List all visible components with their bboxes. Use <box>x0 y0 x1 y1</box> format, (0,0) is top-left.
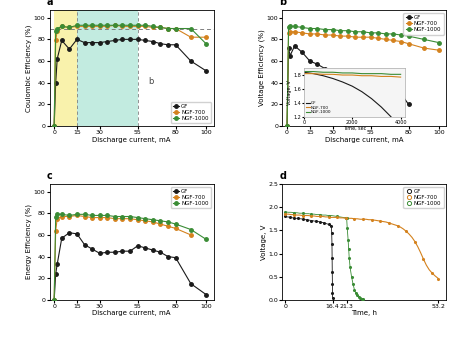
Point <box>299 213 306 218</box>
Point <box>299 211 306 216</box>
Point <box>329 269 336 275</box>
Point <box>329 290 336 296</box>
Point <box>345 255 353 261</box>
Point <box>352 290 359 296</box>
Point <box>355 294 362 299</box>
Y-axis label: Coulombic Efficiency (%): Coulombic Efficiency (%) <box>26 24 32 112</box>
Point <box>345 246 352 252</box>
Point <box>351 287 358 293</box>
Point <box>428 270 436 276</box>
X-axis label: Discharge current, mA: Discharge current, mA <box>92 310 171 316</box>
Text: d: d <box>279 171 286 181</box>
Point <box>354 293 361 298</box>
Point <box>329 281 336 286</box>
Point <box>348 274 355 279</box>
Point <box>290 212 298 217</box>
Point <box>385 220 392 226</box>
Point <box>308 211 315 217</box>
Point <box>420 256 427 262</box>
Point <box>350 281 357 286</box>
Y-axis label: Voltage Efficiency (%): Voltage Efficiency (%) <box>259 30 265 106</box>
Point <box>435 276 442 282</box>
Bar <box>54 10 77 126</box>
Y-axis label: Energy Efficiency (%): Energy Efficiency (%) <box>26 205 32 279</box>
Point <box>295 216 302 221</box>
Bar <box>77 10 138 126</box>
Point <box>368 217 375 222</box>
Point <box>308 218 315 223</box>
Point <box>343 216 350 221</box>
Point <box>312 218 319 224</box>
Point <box>342 215 350 220</box>
Point <box>346 265 354 270</box>
Point <box>325 222 332 227</box>
Text: c: c <box>46 171 52 181</box>
X-axis label: Time, h: Time, h <box>351 310 377 316</box>
Point <box>282 211 289 217</box>
Legend: GF, NGF-700, NGF-1000: GF, NGF-700, NGF-1000 <box>170 187 211 209</box>
Point <box>304 217 311 222</box>
Point <box>290 215 298 220</box>
Point <box>411 239 419 244</box>
Text: b: b <box>148 78 153 86</box>
Point <box>359 217 367 222</box>
Point <box>316 214 323 219</box>
Point <box>321 220 328 226</box>
Point <box>359 296 367 302</box>
Point <box>334 215 341 220</box>
Legend: GF, NGF-700, NGF-1000: GF, NGF-700, NGF-1000 <box>170 101 211 123</box>
Point <box>328 255 336 261</box>
X-axis label: Discharge current, mA: Discharge current, mA <box>92 136 171 143</box>
Point <box>325 213 332 218</box>
Point <box>290 210 298 215</box>
Point <box>282 209 289 215</box>
Point <box>342 216 350 221</box>
Legend: GF, NGF-700, NGF-1000: GF, NGF-700, NGF-1000 <box>404 187 444 209</box>
Point <box>299 217 306 222</box>
Point <box>328 223 335 229</box>
Point <box>328 242 336 247</box>
Point <box>334 214 341 219</box>
Point <box>282 214 289 219</box>
Legend: GF, NGF-700, NGF-1000: GF, NGF-700, NGF-1000 <box>404 13 444 35</box>
Point <box>308 213 315 219</box>
Text: a: a <box>46 0 53 7</box>
Point <box>403 228 410 234</box>
Point <box>325 214 332 220</box>
Point <box>286 215 293 220</box>
Point <box>316 219 323 225</box>
Point <box>329 295 336 300</box>
Point <box>351 216 358 221</box>
Point <box>357 295 364 300</box>
Point <box>358 296 365 301</box>
Point <box>328 230 335 235</box>
Y-axis label: Voltage, V: Voltage, V <box>261 224 267 259</box>
Text: b: b <box>279 0 286 7</box>
Point <box>316 212 323 217</box>
Point <box>344 225 351 231</box>
Point <box>394 223 401 228</box>
Point <box>345 237 352 242</box>
X-axis label: Discharge current, mA: Discharge current, mA <box>325 136 404 143</box>
Point <box>377 218 384 224</box>
